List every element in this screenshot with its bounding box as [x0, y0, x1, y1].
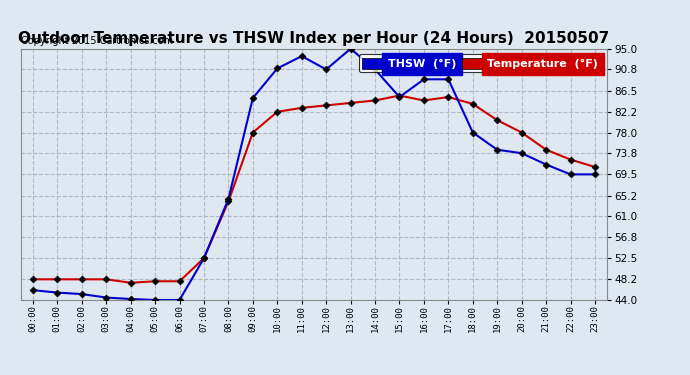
Text: Copyright 2015 Cartronics.com: Copyright 2015 Cartronics.com	[21, 36, 172, 46]
Legend: THSW  (°F), Temperature  (°F): THSW (°F), Temperature (°F)	[359, 54, 602, 72]
Title: Outdoor Temperature vs THSW Index per Hour (24 Hours)  20150507: Outdoor Temperature vs THSW Index per Ho…	[19, 31, 609, 46]
